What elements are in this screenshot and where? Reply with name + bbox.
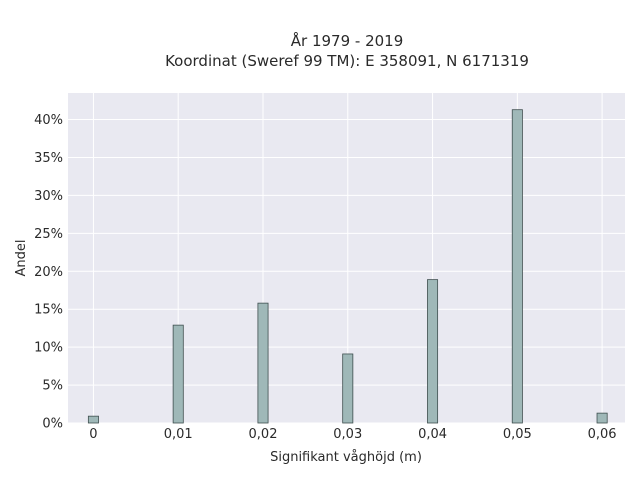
bar-0-06 (596, 412, 608, 424)
y-tick-label: 40% (34, 113, 63, 128)
x-tick-label: 0,05 (503, 427, 532, 442)
bar-0-03 (342, 353, 354, 424)
x-tick-label: 0,04 (418, 427, 447, 442)
bars (87, 109, 608, 424)
y-axis-label: Andel (14, 240, 29, 277)
y-tick-labels: 0% 5% 10% 15% 20% 25% 30% 35% 40% (34, 113, 63, 431)
x-tick-label: 0 (89, 427, 97, 442)
y-tick-label: 20% (34, 265, 63, 280)
x-tick-label: 0,06 (588, 427, 617, 442)
chart-title-line-2: Koordinat (Sweref 99 TM): E 358091, N 61… (165, 52, 529, 70)
bar-0-02 (257, 302, 269, 424)
y-tick-label: 35% (34, 151, 63, 166)
x-tick-label: 0,02 (249, 427, 278, 442)
x-axis-label: Signifikant våghöjd (m) (270, 450, 422, 465)
y-tick-label: 25% (34, 227, 63, 242)
y-tick-label: 0% (42, 417, 63, 432)
y-tick-label: 10% (34, 341, 63, 356)
bar-0 (87, 415, 99, 424)
y-tick-label: 5% (42, 379, 63, 394)
x-tick-label: 0,03 (333, 427, 362, 442)
x-tick-label: 0,01 (164, 427, 193, 442)
x-tick-labels: 0 0,01 0,02 0,03 0,04 0,05 0,06 (89, 427, 616, 442)
chart-title-line-1: År 1979 - 2019 (291, 31, 404, 50)
y-tick-label: 15% (34, 303, 63, 318)
bar-0-04 (427, 279, 439, 424)
y-tick-label: 30% (34, 189, 63, 204)
bar-0-01 (172, 324, 184, 424)
bar-0-05 (511, 109, 523, 424)
